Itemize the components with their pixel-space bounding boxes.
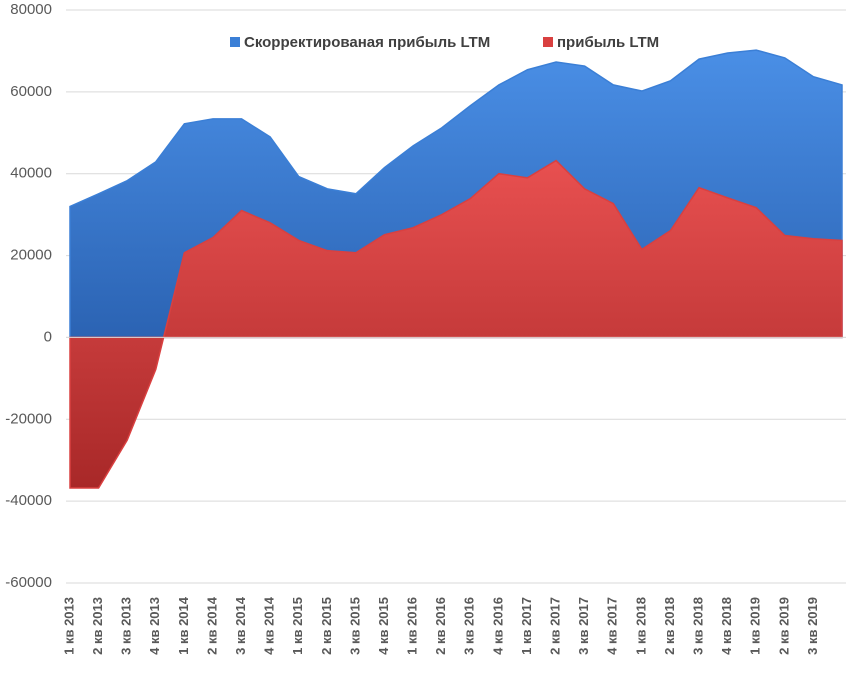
x-tick-label: 4 кв 2013 xyxy=(147,597,162,655)
x-tick-label: 1 кв 2019 xyxy=(748,597,763,655)
x-tick-label: 3 кв 2019 xyxy=(805,597,820,655)
x-tick-label: 4 кв 2018 xyxy=(719,597,734,655)
y-tick-label: -40000 xyxy=(5,492,52,509)
x-tick-label: 3 кв 2018 xyxy=(690,597,705,655)
x-tick-label: 3 кв 2014 xyxy=(233,596,248,655)
x-tick-label: 2 кв 2013 xyxy=(90,597,105,655)
x-tick-label: 3 кв 2015 xyxy=(347,597,362,655)
y-tick-label: 40000 xyxy=(10,165,52,182)
x-tick-label: 3 кв 2013 xyxy=(119,597,134,655)
x-tick-label: 1 кв 2013 xyxy=(61,597,76,655)
x-tick-label: 4 кв 2016 xyxy=(490,597,505,655)
x-tick-label: 1 кв 2017 xyxy=(519,597,534,655)
y-tick-label: 0 xyxy=(44,328,52,345)
x-tick-label: 2 кв 2014 xyxy=(204,596,219,655)
x-tick-label: 4 кв 2014 xyxy=(262,596,277,655)
x-tick-label: 2 кв 2015 xyxy=(319,597,334,655)
x-tick-label: 1 кв 2014 xyxy=(176,596,191,655)
y-tick-label: -20000 xyxy=(5,410,52,427)
legend-swatch xyxy=(543,37,553,47)
x-tick-label: 2 кв 2018 xyxy=(662,597,677,655)
legend-label: Скорректированая прибыль LTM xyxy=(244,34,490,51)
x-tick-label: 3 кв 2017 xyxy=(576,597,591,655)
y-tick-label: 80000 xyxy=(10,1,52,18)
y-tick-label: 20000 xyxy=(10,247,52,264)
area xyxy=(69,159,843,489)
x-tick-label: 1 кв 2015 xyxy=(290,597,305,655)
x-tick-label: 4 кв 2015 xyxy=(376,597,391,655)
x-tick-label: 3 кв 2016 xyxy=(462,597,477,655)
x-tick-label: 1 кв 2018 xyxy=(633,597,648,655)
legend-label: прибыль LTM xyxy=(557,34,659,51)
y-tick-label: 60000 xyxy=(10,83,52,100)
x-tick-label: 1 кв 2016 xyxy=(405,597,420,655)
x-tick-label: 2 кв 2017 xyxy=(548,597,563,655)
legend-swatch xyxy=(230,37,240,47)
x-tick-label: 4 кв 2017 xyxy=(605,597,620,655)
x-tick-label: 2 кв 2019 xyxy=(776,597,791,655)
y-tick-label: -60000 xyxy=(5,574,52,591)
x-tick-label: 2 кв 2016 xyxy=(433,597,448,655)
